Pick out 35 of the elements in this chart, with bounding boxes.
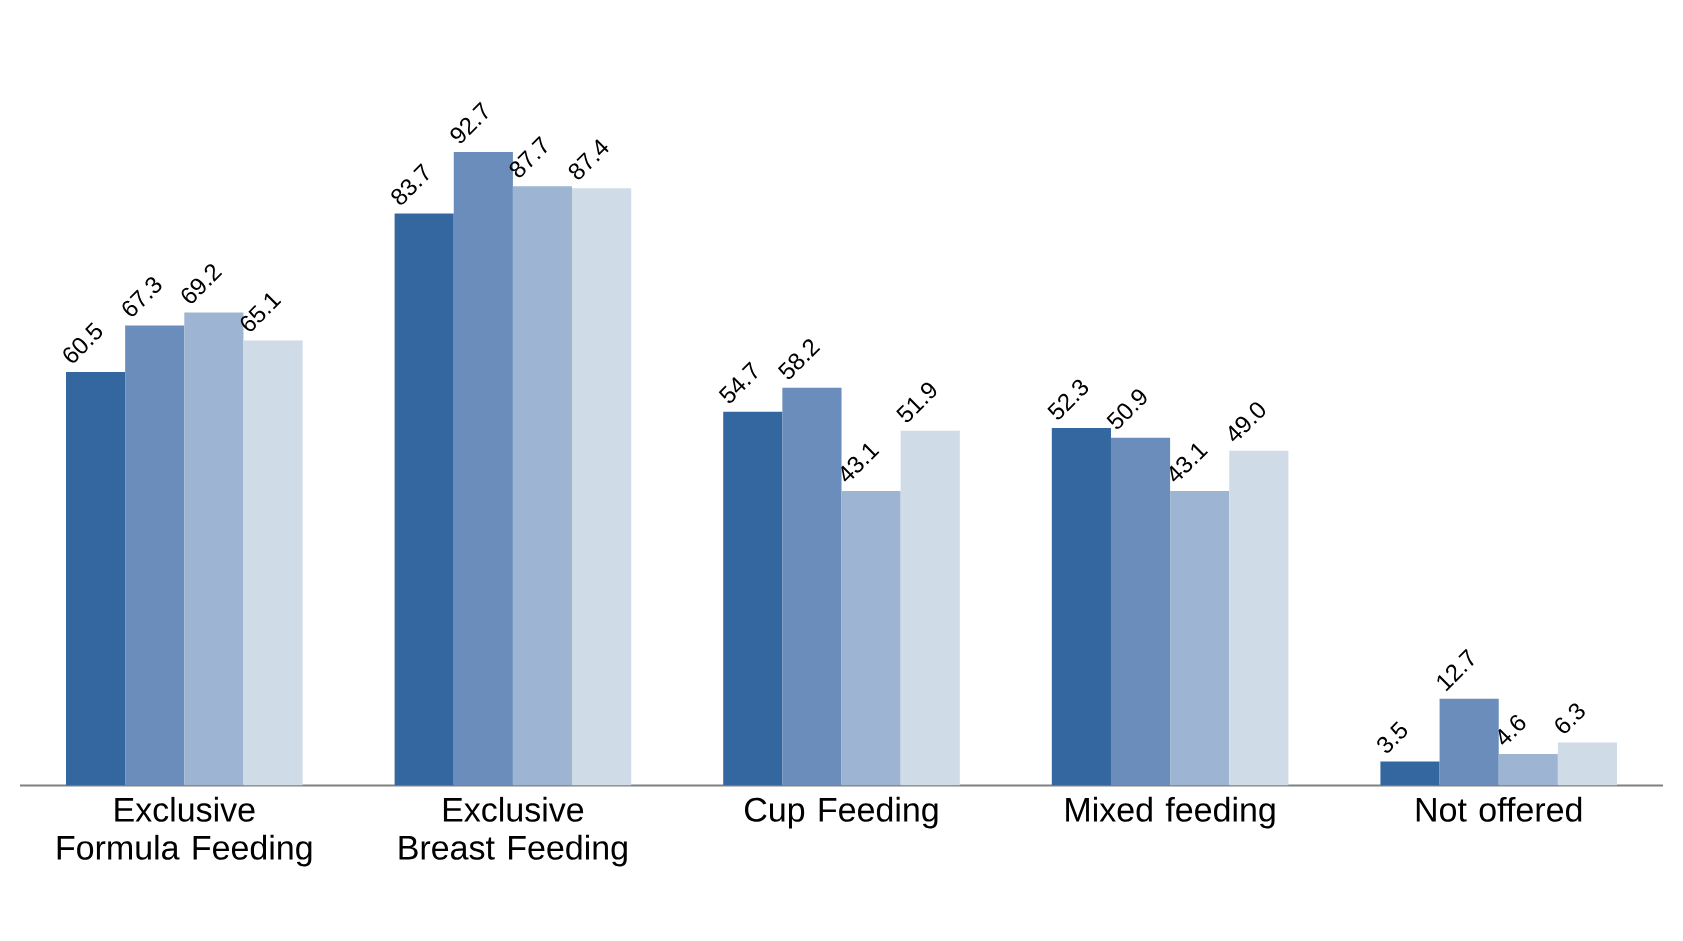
bar <box>1229 450 1289 786</box>
data-label: 43.1 <box>841 443 880 482</box>
bar <box>1557 742 1618 786</box>
bar <box>125 325 185 786</box>
bar <box>1110 437 1171 786</box>
x-tick-label: Exclusive Formula Feeding <box>57 796 312 867</box>
bar <box>1498 753 1558 786</box>
data-label: 69.2 <box>181 263 223 303</box>
x-tick-label: Mixed feeding <box>1066 796 1275 829</box>
bar <box>572 187 632 786</box>
data-label: 3.5 <box>1377 721 1408 753</box>
x-tick-label: Not offered <box>1416 796 1582 822</box>
bar <box>723 411 783 786</box>
data-label: 6.3 <box>1555 703 1585 733</box>
bar <box>1380 761 1440 786</box>
x-tick-label: Cup Feeding <box>745 796 938 829</box>
data-label: 50.9 <box>1106 389 1147 429</box>
data-label: 67.3 <box>122 276 162 316</box>
bar <box>512 185 573 786</box>
bar <box>66 371 126 786</box>
data-label: 43.1 <box>1169 443 1209 482</box>
bar <box>841 490 901 786</box>
bar <box>1439 698 1499 786</box>
x-tick-label: Exclusive Breast Feeding <box>399 796 627 867</box>
bar <box>394 213 454 786</box>
bar <box>782 387 842 786</box>
data-label: 51.9 <box>896 382 937 422</box>
bar <box>1170 490 1230 786</box>
bar <box>243 340 303 786</box>
data-label: 58.2 <box>777 339 821 379</box>
data-label: 4.6 <box>1498 714 1526 745</box>
data-label: 49.0 <box>1229 402 1266 441</box>
bar <box>1051 427 1111 786</box>
data-label: 65.1 <box>240 293 282 331</box>
bar <box>900 430 960 786</box>
